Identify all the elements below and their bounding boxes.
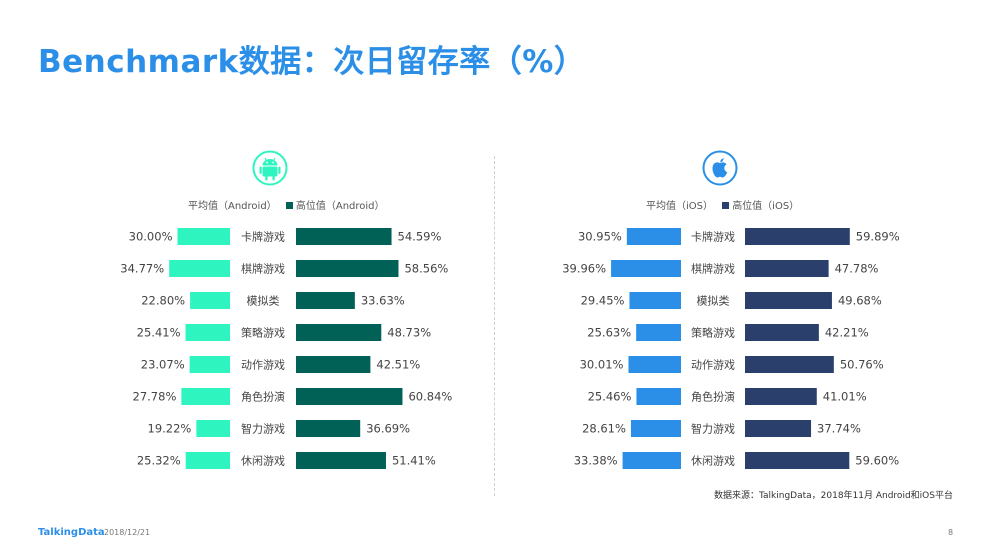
legend-ios-avg-label: 平均值（iOS） — [646, 201, 713, 212]
android-avg-label-4: 23.07% — [141, 358, 185, 372]
ios-avg-bar-5 — [636, 388, 681, 405]
ios-high-label-7: 59.60% — [855, 454, 899, 468]
android-avg-label-6: 19.22% — [148, 422, 192, 436]
footer-date: 2018/12/21 — [104, 528, 151, 537]
legend-ios-high-label: 高位值（iOS） — [732, 201, 800, 212]
page-title: Benchmark数据：次日留存率（%） — [38, 44, 586, 80]
android-avg-label-0: 30.00% — [129, 230, 173, 244]
ios-category-label-2: 模拟类 — [697, 294, 730, 308]
ios-avg-label-3: 25.63% — [587, 326, 631, 340]
android-high-label-2: 33.63% — [361, 294, 405, 308]
ios-avg-label-4: 30.01% — [580, 358, 624, 372]
ios-avg-bar-2 — [629, 292, 681, 309]
android-category-label-2: 模拟类 — [247, 294, 280, 308]
android-high-bar-2 — [296, 292, 355, 309]
android-high-label-6: 36.69% — [366, 422, 410, 436]
ios-avg-bar-0 — [626, 228, 681, 245]
android-high-bar-5 — [296, 388, 403, 405]
legend-android-high-label: 高位值（Android） — [295, 201, 385, 212]
android-avg-label-3: 25.41% — [137, 326, 181, 340]
ios-high-label-4: 50.76% — [840, 358, 884, 372]
ios-avg-label-2: 29.45% — [581, 294, 625, 308]
android-category-label-1: 棋牌游戏 — [241, 262, 285, 276]
ios-high-bar-1 — [745, 260, 829, 277]
android-high-bar-1 — [296, 260, 399, 277]
android-category-label-0: 卡牌游戏 — [241, 230, 285, 244]
ios-avg-bar-4 — [628, 356, 681, 373]
android-avg-bar-2 — [190, 292, 230, 309]
legend-android-avg-label: 平均值（Android） — [188, 201, 277, 212]
ios-avg-label-7: 33.38% — [574, 454, 618, 468]
android-avg-bar-5 — [181, 388, 230, 405]
android-high-bar-0 — [296, 228, 392, 245]
data-source-note: 数据来源：TalkingData，2018年11月 Android和iOS平台 — [714, 491, 953, 501]
android-high-bar-7 — [296, 452, 386, 469]
ios-category-label-4: 动作游戏 — [691, 359, 735, 372]
ios-category-label-7: 休闲游戏 — [691, 454, 735, 468]
ios-high-label-3: 42.21% — [825, 326, 869, 340]
android-robot-icon — [252, 150, 288, 186]
ios-avg-bar-1 — [611, 260, 681, 277]
ios-category-label-6: 智力游戏 — [691, 422, 735, 436]
ios-high-label-0: 59.89% — [856, 230, 900, 244]
android-high-bar-6 — [296, 420, 361, 437]
android-category-label-6: 智力游戏 — [241, 422, 285, 436]
android-high-label-4: 42.51% — [376, 358, 420, 372]
apple-icon — [702, 150, 738, 186]
panel-divider — [494, 156, 495, 496]
legend-android: 平均值（Android） 高位值（Android） — [188, 197, 385, 212]
ios-high-bar-4 — [745, 356, 834, 373]
ios-high-label-2: 49.68% — [838, 294, 882, 308]
legend-ios: 平均值（iOS） 高位值（iOS） — [646, 197, 799, 212]
ios-avg-label-1: 39.96% — [562, 262, 606, 276]
android-avg-label-7: 25.32% — [137, 454, 181, 468]
android-high-label-0: 54.59% — [398, 230, 442, 244]
ios-avg-label-6: 28.61% — [582, 422, 626, 436]
page-number: 8 — [948, 528, 954, 537]
android-avg-label-5: 27.78% — [133, 390, 177, 404]
ios-high-bar-3 — [745, 324, 819, 341]
ios-high-label-5: 41.01% — [823, 390, 867, 404]
android-avg-label-2: 22.80% — [141, 294, 185, 308]
ios-avg-bar-3 — [636, 324, 681, 341]
ios-avg-bar-6 — [630, 420, 681, 437]
android-avg-bar-0 — [177, 228, 230, 245]
android-high-bar-4 — [296, 356, 371, 373]
ios-high-bar-2 — [745, 292, 832, 309]
android-category-label-3: 策略游戏 — [241, 326, 285, 340]
android-high-label-3: 48.73% — [387, 326, 431, 340]
ios-high-bar-6 — [745, 420, 812, 437]
footer-brand: TalkingData — [38, 527, 105, 538]
legend-android-high-swatch — [285, 202, 293, 209]
ios-category-label-0: 卡牌游戏 — [691, 230, 735, 244]
android-avg-label-1: 34.77% — [120, 262, 164, 276]
android-high-label-7: 51.41% — [392, 454, 436, 468]
android-high-bar-3 — [296, 324, 382, 341]
android-high-label-5: 60.84% — [408, 390, 452, 404]
ios-high-bar-7 — [745, 452, 850, 469]
android-avg-bar-4 — [189, 356, 230, 373]
ios-high-label-6: 37.74% — [817, 422, 861, 436]
ios-avg-label-0: 30.95% — [578, 230, 622, 244]
android-avg-bar-3 — [185, 324, 230, 341]
ios-category-label-1: 棋牌游戏 — [691, 262, 735, 276]
android-category-label-4: 动作游戏 — [241, 359, 285, 372]
android-avg-bar-7 — [185, 452, 230, 469]
android-avg-bar-6 — [196, 420, 230, 437]
android-high-label-1: 58.56% — [404, 262, 448, 276]
ios-high-label-1: 47.78% — [835, 262, 879, 276]
android-avg-bar-1 — [169, 260, 230, 277]
ios-avg-label-5: 25.46% — [588, 390, 632, 404]
android-category-label-5: 角色扮演 — [241, 390, 285, 404]
ios-avg-bar-7 — [622, 452, 681, 469]
ios-category-label-5: 角色扮演 — [691, 390, 735, 404]
android-category-label-7: 休闲游戏 — [241, 454, 285, 468]
ios-high-bar-0 — [745, 228, 850, 245]
ios-category-label-3: 策略游戏 — [691, 326, 735, 340]
ios-high-bar-5 — [745, 388, 817, 405]
legend-ios-high-swatch — [722, 202, 730, 209]
